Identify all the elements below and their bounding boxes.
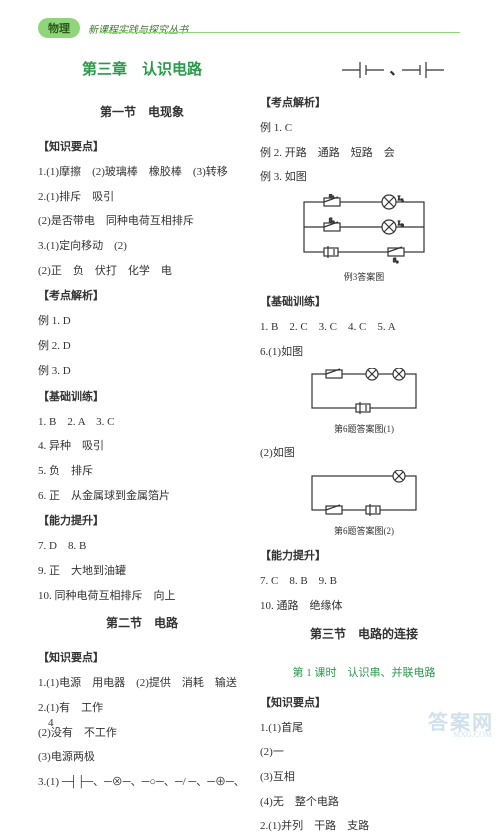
text-line: 3.(1)定向移动 (2)	[38, 237, 246, 256]
text-line: (2)是否带电 同种电荷互相排斥	[38, 212, 246, 231]
series-title: 新课程实践与探究丛书	[88, 21, 188, 36]
text-line: 6. 正 从金属球到金属箔片	[38, 487, 246, 506]
text-line: 4. 异种 吸引	[38, 437, 246, 456]
chapter-title: 第三章 认识电路	[38, 58, 246, 79]
heading-knowledge-2: 【知识要点】	[38, 649, 246, 665]
text-line: 1. B 2. A 3. C	[38, 413, 246, 432]
heading-basic: 【基础训练】	[38, 388, 246, 404]
heading-basic-r: 【基础训练】	[260, 293, 468, 309]
text-line: (2)一	[260, 743, 468, 762]
content-columns: 第三章 认识电路 第一节 电现象 【知识要点】 1.(1)摩擦 (2)玻璃棒 橡…	[38, 50, 468, 839]
text-line: 5. 负 排斥	[38, 462, 246, 481]
section-1-title: 第一节 电现象	[38, 103, 246, 120]
text-line: 例 3. D	[38, 362, 246, 381]
text-line: 1. B 2. C 3. C 4. C 5. A	[260, 318, 468, 337]
text-line: 例 1. C	[260, 119, 468, 138]
text-line: 例 2. D	[38, 337, 246, 356]
text-line: 7. D 8. B	[38, 537, 246, 556]
text-line: 1.(1)电源 用电器 (2)提供 消耗 输送	[38, 674, 246, 693]
text-line: 例 1. D	[38, 312, 246, 331]
svg-text:S₃: S₃	[393, 258, 398, 264]
text-line: 10. 同种电荷互相排斥 向上	[38, 587, 246, 606]
svg-text:S₁: S₁	[329, 194, 334, 199]
text-line: 例 3. 如图	[260, 168, 468, 187]
figure-caption: 第6题答案图(2)	[260, 524, 468, 537]
circuit-symbols-figure: 、	[340, 54, 450, 86]
heading-exam-r: 【考点解析】	[260, 94, 468, 110]
svg-text:、: 、	[390, 63, 402, 77]
example-3-circuit-figure: S₁ S₂ S₃ L₁ L₂	[294, 194, 434, 264]
figure-caption: 第6题答案图(1)	[260, 422, 468, 435]
q6-circuit-figure-2	[304, 470, 424, 518]
subject-badge: 物理	[38, 18, 80, 38]
heading-ability: 【能力提升】	[38, 512, 246, 528]
heading-exam: 【考点解析】	[38, 287, 246, 303]
svg-text:L₁: L₁	[398, 196, 404, 202]
text-line: 2.(1)排斥 吸引	[38, 188, 246, 207]
svg-text:L₂: L₂	[398, 221, 404, 227]
text-line: (2)没有 不工作	[38, 724, 246, 743]
left-column: 第三章 认识电路 第一节 电现象 【知识要点】 1.(1)摩擦 (2)玻璃棒 橡…	[38, 50, 246, 839]
text-line: 10. 通路 绝缘体	[260, 597, 468, 616]
text-line: (4)无 整个电路	[260, 793, 468, 812]
svg-text:S₂: S₂	[329, 218, 334, 224]
page-header: 物理 新课程实践与探究丛书	[38, 18, 188, 38]
text-line: (3)互相	[260, 768, 468, 787]
text-line: 1.(1)摩擦 (2)玻璃棒 橡胶棒 (3)转移	[38, 163, 246, 182]
text-line: (3)电源两极	[38, 748, 246, 767]
text-line: 9. 正 大地到油罐	[38, 562, 246, 581]
watermark-sub: MXG.COM	[453, 730, 492, 739]
figure-caption: 例3答案图	[260, 270, 468, 283]
q6-circuit-figure-1	[304, 368, 424, 416]
lesson-1-title: 第 1 课时 认识串、并联电路	[260, 664, 468, 680]
text-line: 例 2. 开路 通路 短路 会	[260, 144, 468, 163]
text-line: (2)如图	[260, 444, 468, 463]
section-3-title: 第三节 电路的连接	[260, 625, 468, 642]
heading-knowledge: 【知识要点】	[38, 138, 246, 154]
text-line: 6.(1)如图	[260, 343, 468, 362]
text-line: (2)正 负 伏打 化学 电	[38, 262, 246, 281]
text-line: 7. C 8. B 9. B	[260, 572, 468, 591]
text-line: 2.(1)有 工作	[38, 699, 246, 718]
section-2-title: 第二节 电路	[38, 614, 246, 631]
text-line: 2.(1)并列 干路 支路	[260, 817, 468, 836]
page-number: 4	[48, 717, 54, 729]
heading-ability-r: 【能力提升】	[260, 547, 468, 563]
text-line: 3.(1) ─┤├─、─⊗─、─○─、─/ ─、─⊕─、	[38, 773, 246, 792]
header-rule	[100, 32, 460, 33]
